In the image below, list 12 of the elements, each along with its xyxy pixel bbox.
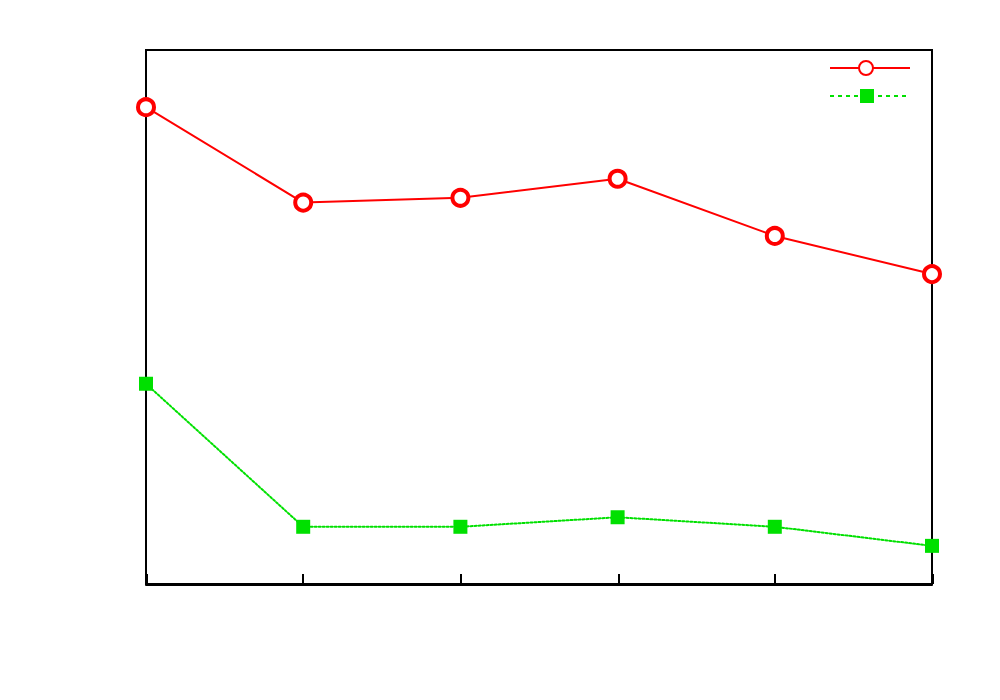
point [925, 538, 939, 553]
point [139, 376, 153, 391]
point [764, 225, 785, 246]
point [767, 519, 782, 534]
point [922, 264, 942, 285]
point [136, 97, 156, 118]
point [607, 168, 628, 189]
point [450, 187, 471, 208]
point [296, 519, 311, 534]
point [610, 510, 625, 525]
point [453, 519, 468, 534]
point [293, 192, 314, 213]
